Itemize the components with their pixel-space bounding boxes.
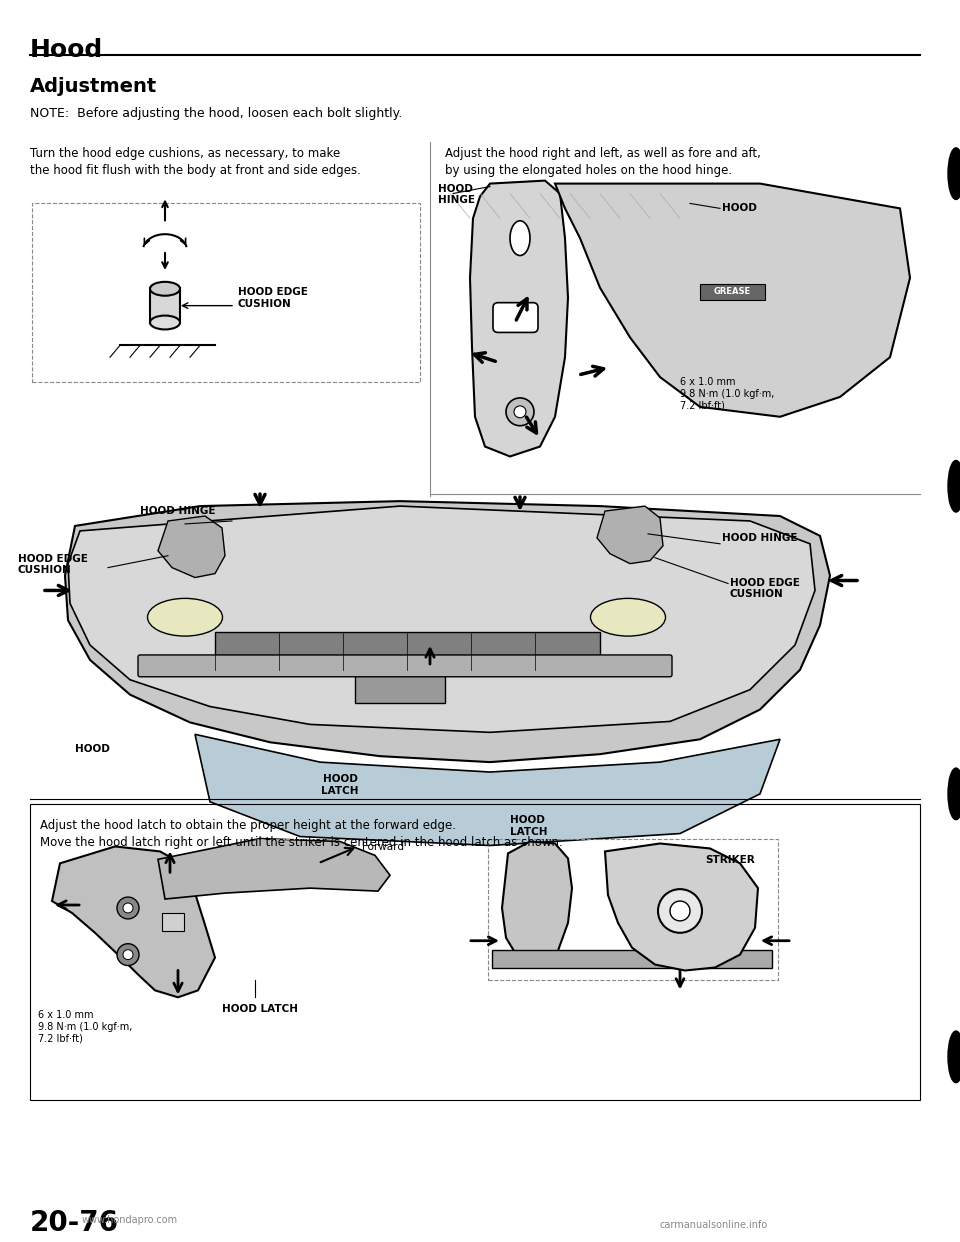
Ellipse shape: [150, 282, 180, 296]
Text: Hood: Hood: [30, 37, 104, 62]
Bar: [150, 288, 180, 323]
Text: HOOD: HOOD: [75, 744, 109, 754]
Text: 20-76: 20-76: [30, 1208, 119, 1237]
Ellipse shape: [948, 768, 960, 820]
Circle shape: [506, 397, 534, 426]
Ellipse shape: [510, 221, 530, 256]
Bar: [700, 284, 765, 299]
Text: Forward: Forward: [362, 842, 404, 852]
Polygon shape: [470, 180, 568, 457]
Bar: [215, 632, 600, 669]
Text: HOOD EDGE
CUSHION: HOOD EDGE CUSHION: [238, 287, 308, 308]
Text: STRIKER: STRIKER: [705, 856, 755, 866]
Polygon shape: [65, 501, 830, 763]
Text: HOOD
LATCH: HOOD LATCH: [322, 774, 359, 796]
Text: 6 x 1.0 mm
9.8 N·m (1.0 kgf·m,
7.2 lbf·ft): 6 x 1.0 mm 9.8 N·m (1.0 kgf·m, 7.2 lbf·f…: [38, 1010, 132, 1043]
Text: HOOD
LATCH: HOOD LATCH: [510, 815, 547, 837]
Bar: [488, 838, 778, 980]
Text: HOOD
HINGE: HOOD HINGE: [438, 184, 475, 205]
Text: HOOD LATCH: HOOD LATCH: [222, 1005, 298, 1015]
Circle shape: [670, 900, 690, 920]
Text: HOOD EDGE
CUSHION: HOOD EDGE CUSHION: [18, 554, 88, 575]
Polygon shape: [52, 847, 215, 997]
Circle shape: [514, 406, 526, 417]
Polygon shape: [555, 184, 910, 417]
Polygon shape: [158, 838, 390, 899]
FancyBboxPatch shape: [138, 655, 672, 677]
Polygon shape: [68, 505, 815, 733]
Text: Adjust the hood right and left, as well as fore and aft,
by using the elongated : Adjust the hood right and left, as well …: [445, 147, 761, 176]
Ellipse shape: [948, 461, 960, 512]
Ellipse shape: [948, 1031, 960, 1083]
Text: NOTE:  Before adjusting the hood, loosen each bolt slightly.: NOTE: Before adjusting the hood, loosen …: [30, 107, 402, 120]
Text: www.hondapro.com: www.hondapro.com: [82, 1215, 179, 1225]
Circle shape: [117, 944, 139, 965]
Bar: [492, 950, 772, 968]
Bar: [355, 674, 445, 703]
Text: HOOD EDGE
CUSHION: HOOD EDGE CUSHION: [730, 578, 800, 599]
Polygon shape: [502, 842, 572, 960]
Text: Turn the hood edge cushions, as necessary, to make
the hood fit flush with the b: Turn the hood edge cushions, as necessar…: [30, 147, 361, 176]
Text: 6 x 1.0 mm
9.8 N·m (1.0 kgf·m,
7.2 lbf·ft): 6 x 1.0 mm 9.8 N·m (1.0 kgf·m, 7.2 lbf·f…: [680, 378, 775, 410]
Ellipse shape: [590, 599, 665, 636]
Ellipse shape: [150, 315, 180, 329]
FancyBboxPatch shape: [493, 303, 538, 333]
Polygon shape: [605, 843, 758, 970]
Bar: [32, 204, 420, 383]
Text: carmanualsonline.info: carmanualsonline.info: [660, 1221, 768, 1231]
Ellipse shape: [148, 599, 223, 636]
Text: HOOD HINGE: HOOD HINGE: [722, 533, 798, 543]
Text: Adjust the hood latch to obtain the proper height at the forward edge.
Move the : Adjust the hood latch to obtain the prop…: [40, 818, 563, 848]
Polygon shape: [597, 505, 663, 564]
Polygon shape: [158, 515, 225, 578]
Ellipse shape: [948, 148, 960, 200]
Circle shape: [123, 950, 133, 960]
Text: HOOD HINGE: HOOD HINGE: [140, 505, 215, 517]
Circle shape: [658, 889, 702, 933]
Polygon shape: [195, 734, 780, 846]
Circle shape: [117, 897, 139, 919]
Bar: [30, 804, 920, 1099]
Text: Adjustment: Adjustment: [30, 77, 157, 97]
Bar: [162, 913, 184, 930]
Text: HOOD: HOOD: [722, 204, 756, 214]
Text: GREASE: GREASE: [713, 287, 751, 297]
Circle shape: [123, 903, 133, 913]
